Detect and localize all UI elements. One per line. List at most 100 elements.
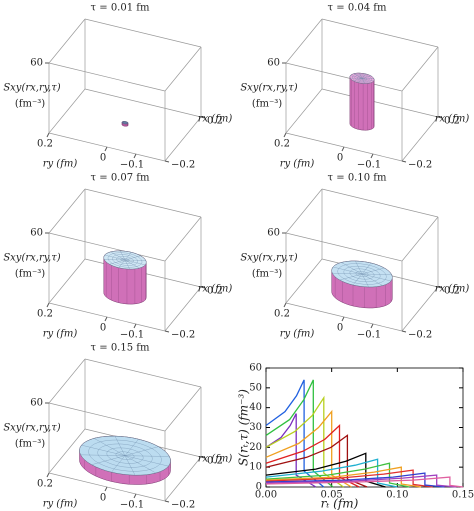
- top-mesh: [361, 273, 392, 275]
- y-tick: [283, 132, 287, 138]
- x-tick: [164, 160, 170, 163]
- y-tick: [283, 302, 287, 308]
- series-line: [265, 474, 457, 488]
- y-tick: [370, 153, 374, 159]
- box-edge: [48, 402, 166, 432]
- y-tick: [133, 153, 137, 159]
- top-mesh: [111, 455, 126, 473]
- box-edge: [48, 62, 166, 92]
- cylinder: [331, 260, 393, 309]
- box-edge: [84, 358, 202, 388]
- box-edge: [285, 188, 323, 234]
- top-mesh: [124, 259, 140, 269]
- y-axis-label: ry (fm): [43, 329, 78, 340]
- box-edge: [285, 258, 323, 304]
- y-axis-label: ry (fm): [43, 159, 78, 170]
- top-mesh: [109, 259, 126, 265]
- top-mesh: [124, 455, 170, 457]
- top-mesh: [353, 78, 363, 81]
- z-axis-unit: (fm⁻³): [252, 269, 282, 280]
- y-tick: [104, 316, 108, 322]
- top-mesh: [361, 78, 371, 84]
- box-edge: [164, 456, 202, 502]
- top-mesh: [94, 438, 126, 456]
- panel-3d: τ = 0.07 fm 60 −0.1 0 0.2 −0.2 0.2 ry (fm) rx (f…: [3, 173, 232, 341]
- y-tick: [104, 486, 108, 492]
- z-axis-unit: (fm⁻³): [15, 439, 45, 450]
- y-tick-label: −0.1: [357, 160, 381, 171]
- top-mesh: [110, 251, 126, 261]
- top-mesh: [123, 122, 126, 124]
- top-mesh: [358, 78, 363, 83]
- x-tick: [437, 116, 443, 119]
- box-edge: [84, 88, 202, 118]
- z-tick-label: 60: [30, 58, 43, 69]
- top-mesh: [355, 260, 363, 275]
- y-axis-label: ry (fm): [43, 499, 78, 510]
- x-tick-label: 0.2: [444, 116, 460, 127]
- box-edge: [401, 286, 439, 332]
- top-mesh: [91, 455, 126, 465]
- y-tick-label: 0: [100, 323, 106, 334]
- y-tick: [46, 132, 50, 138]
- top-mesh: [124, 439, 139, 456]
- top-mesh: [359, 73, 363, 79]
- y-tick-label: 0: [337, 323, 343, 334]
- top-mesh: [124, 455, 136, 476]
- panel-3d: τ = 0.15 fm 60 −0.1 0 0.2 −0.2 0.2 ry (fm) rx (f…: [3, 343, 232, 511]
- x-tick-label: 0.2: [207, 456, 223, 467]
- top-mesh: [124, 252, 132, 261]
- y-axis-label: ry (fm): [280, 329, 315, 340]
- box-edge: [84, 18, 202, 48]
- box-edge: [285, 62, 403, 92]
- series-line: [265, 379, 325, 488]
- x-tick-label: 0.2: [207, 286, 223, 297]
- y-tick-label: −0.1: [357, 330, 381, 341]
- y-tick: [46, 302, 50, 308]
- x-tick-label: −0.2: [171, 500, 195, 511]
- y-tick: [341, 146, 345, 152]
- top-mesh: [361, 267, 385, 275]
- z-axis-unit: (fm⁻³): [252, 99, 282, 110]
- top-mesh: [353, 73, 363, 79]
- y-tick-label: 0.2: [274, 139, 290, 150]
- series-line: [265, 472, 445, 488]
- x-tick-label: 0.10: [386, 490, 408, 501]
- z-axis-label: Sxy(rx,ry,τ): [3, 423, 60, 434]
- x-tick: [164, 500, 170, 503]
- z-axis-label: Sxy(rx,ry,τ): [3, 83, 60, 94]
- z-axis-label: Sxy(rx,ry,τ): [3, 253, 60, 264]
- box-edge: [321, 88, 439, 118]
- z-tick-label: 60: [30, 228, 43, 239]
- panel-3d: τ = 0.10 fm 60 −0.1 0 0.2 −0.2 0.2 ry (fm) rx (f…: [240, 173, 469, 341]
- series-line: [265, 466, 422, 488]
- x-axis-label: rₜ (fm): [321, 497, 359, 511]
- y-tick-label: 30: [249, 422, 262, 433]
- top-mesh: [361, 78, 365, 84]
- x-tick-label: 0.2: [444, 286, 460, 297]
- panel-title: τ = 0.04 fm: [328, 3, 387, 14]
- z-tick-label: 60: [30, 398, 43, 409]
- top-mesh: [124, 255, 141, 261]
- x-axis-label: rx (fm): [198, 454, 233, 465]
- x-tick: [401, 160, 407, 163]
- top-mesh: [118, 259, 126, 268]
- box-edge: [285, 18, 323, 64]
- x-tick-label: 0.00: [255, 490, 277, 501]
- top-mesh: [114, 436, 126, 456]
- box-edge: [48, 188, 86, 234]
- top-mesh: [124, 455, 156, 474]
- top-mesh: [124, 121, 128, 123]
- x-axis-label: rx (fm): [435, 114, 470, 125]
- y-tick-label: 0: [337, 153, 343, 164]
- top-mesh: [361, 75, 371, 79]
- top-mesh: [352, 273, 363, 286]
- x-tick: [200, 116, 206, 119]
- x-tick: [200, 456, 206, 459]
- top-mesh: [361, 273, 383, 286]
- y-tick-label: 20: [249, 442, 262, 453]
- y-tick: [46, 472, 50, 478]
- box-edge: [401, 46, 439, 92]
- y-tick-label: 0.2: [37, 139, 53, 150]
- x-tick-label: 0.05: [321, 490, 343, 501]
